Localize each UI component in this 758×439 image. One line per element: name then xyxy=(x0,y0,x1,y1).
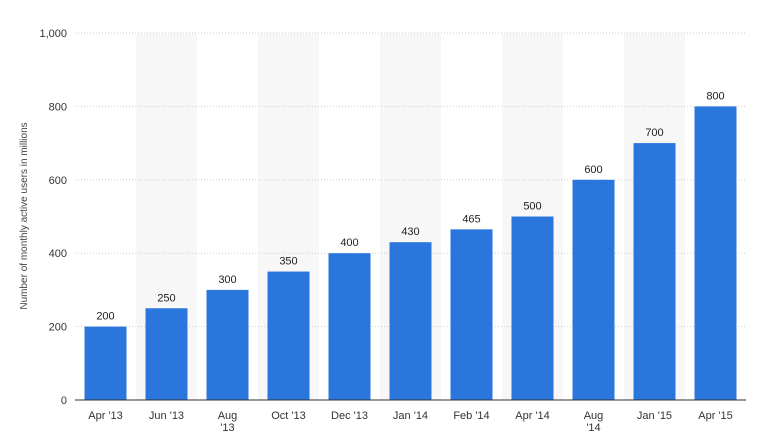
y-tick-label: 1,000 xyxy=(39,28,67,40)
bar xyxy=(267,271,310,400)
bar xyxy=(206,289,249,400)
x-tick-label: Dec '13 xyxy=(331,410,368,422)
x-tick-label: Feb '14 xyxy=(453,410,489,422)
y-tick-label: 800 xyxy=(49,101,67,113)
x-tick-label: Apr '14 xyxy=(515,410,550,422)
y-axis-title: Number of monthly active users in millio… xyxy=(19,122,30,309)
bar xyxy=(633,143,676,400)
x-tick-label: Apr '15 xyxy=(698,410,733,422)
bar xyxy=(450,229,493,400)
y-axis: 0 200 400 600 800 1,000 xyxy=(39,28,67,407)
x-tick-label: Apr '13 xyxy=(88,410,123,422)
data-label: 465 xyxy=(462,213,480,225)
y-tick-label: 600 xyxy=(49,175,67,187)
data-label: 430 xyxy=(401,226,419,238)
bar xyxy=(389,242,432,400)
x-tick-label: Oct '13 xyxy=(271,410,306,422)
bars xyxy=(84,106,737,401)
data-label: 600 xyxy=(584,164,602,176)
x-tick-label: Aug '14 xyxy=(584,410,604,434)
bar xyxy=(84,326,127,400)
data-label: 800 xyxy=(706,90,724,102)
data-label: 350 xyxy=(279,256,297,268)
bar xyxy=(328,253,371,400)
y-tick-label: 0 xyxy=(61,395,67,407)
data-label: 200 xyxy=(96,311,114,323)
bar xyxy=(145,308,188,400)
x-tick-label: Jun '13 xyxy=(149,410,184,422)
data-label: 400 xyxy=(340,237,358,249)
y-tick-label: 200 xyxy=(49,322,67,334)
y-tick-label: 400 xyxy=(49,248,67,260)
data-label: 500 xyxy=(523,201,541,213)
data-labels: 200 250 300 350 400 430 465 500 600 700 800 xyxy=(96,90,724,322)
data-label: 700 xyxy=(645,127,663,139)
x-tick-label: Jan '15 xyxy=(637,410,672,422)
data-label: 250 xyxy=(157,292,175,304)
bar xyxy=(511,216,554,400)
x-tick-label: Jan '14 xyxy=(393,410,428,422)
bar xyxy=(694,106,737,401)
x-tick-label: Aug '13 xyxy=(218,410,238,434)
data-label: 300 xyxy=(218,274,236,286)
bar xyxy=(572,179,615,400)
x-axis: Apr '13 Jun '13 Aug '13 Oct '13 Dec '13 Jan '1… xyxy=(75,399,746,434)
